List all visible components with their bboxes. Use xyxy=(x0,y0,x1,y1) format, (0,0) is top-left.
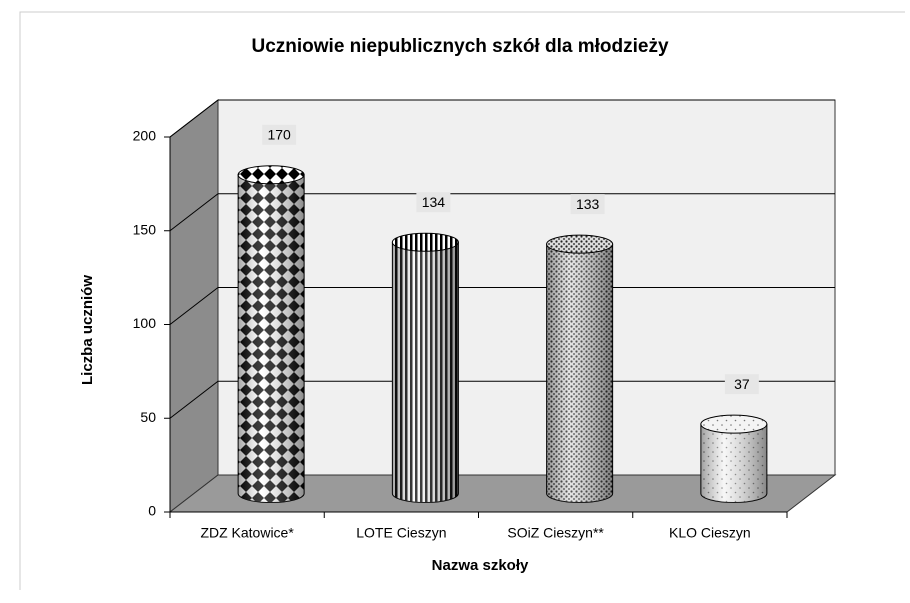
y-axis-title: Liczba uczniów xyxy=(79,275,96,385)
x-tick-label: KLO Cieszyn xyxy=(669,525,751,541)
value-label-box xyxy=(416,192,451,213)
x-tick-label: ZDZ Katowice* xyxy=(200,525,294,541)
value-label-box xyxy=(570,194,605,215)
bar-shade xyxy=(392,242,459,503)
bar-shade xyxy=(546,244,613,503)
y-tick-label: 50 xyxy=(140,409,156,425)
value-label-box xyxy=(262,124,297,145)
bar-top xyxy=(700,414,768,434)
value-label: 170 xyxy=(267,126,291,142)
grid-line xyxy=(169,380,219,419)
y-tick-label: 200 xyxy=(133,128,157,144)
chart-title: Uczniowie niepublicznych szkół dla młodz… xyxy=(251,36,668,57)
y-tick-label: 100 xyxy=(133,315,157,331)
y-tick-label: 150 xyxy=(133,221,157,237)
bar-shade xyxy=(700,424,767,503)
bar-top xyxy=(546,234,614,254)
grid-line xyxy=(169,99,219,138)
grid-line xyxy=(169,193,219,232)
grid-line xyxy=(169,287,219,325)
bar-top xyxy=(237,165,305,185)
value-label: 134 xyxy=(422,194,446,210)
x-axis-title: Nazwa szkoły xyxy=(432,557,529,574)
x-tick-label: LOTE Cieszyn xyxy=(356,525,446,541)
value-label: 133 xyxy=(576,196,600,212)
bar-top xyxy=(391,232,459,252)
y-tick-label: 0 xyxy=(148,503,156,519)
value-label-box xyxy=(724,374,759,395)
x-tick-label: SOiZ Cieszyn** xyxy=(507,525,604,541)
value-label: 37 xyxy=(734,376,750,392)
frame xyxy=(19,11,905,590)
bar-shade xyxy=(238,174,305,503)
